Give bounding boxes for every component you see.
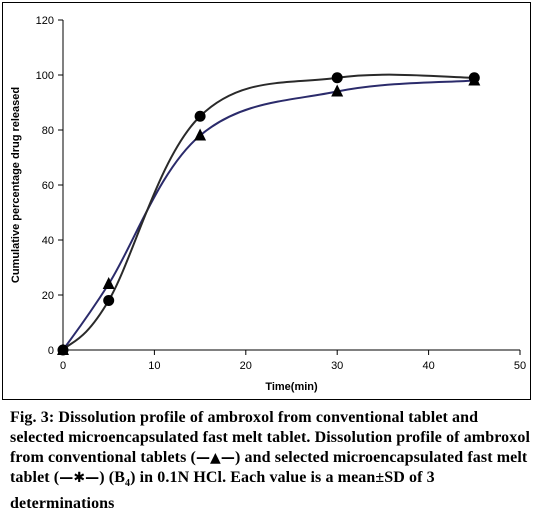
circle-data-point bbox=[331, 72, 343, 84]
x-tick-label: 50 bbox=[514, 360, 526, 372]
y-tick-label: 0 bbox=[48, 345, 54, 357]
x-tick-label: 0 bbox=[60, 360, 66, 372]
y-tick-label: 120 bbox=[36, 15, 54, 27]
axes: 0 20 40 60 80 100 120 0 10 20 30 40 50 bbox=[36, 15, 526, 372]
star-marker-legend-icon: —✱— bbox=[59, 470, 100, 486]
caption-subscript: 4 bbox=[125, 478, 131, 490]
caption-text-2: ) and selected microencapsulated fast me… bbox=[10, 449, 528, 486]
circle-data-point bbox=[57, 344, 69, 356]
x-axis-title: Time(min) bbox=[265, 381, 318, 393]
circle-data-point bbox=[194, 110, 206, 122]
figure-caption: Fig. 3: Dissolution profile of ambroxol … bbox=[10, 408, 530, 514]
dissolution-chart: 0 20 40 60 80 100 120 0 10 20 30 40 50 Time(min) Cum… bbox=[10, 15, 526, 393]
caption-fig-label: Fig. 3: bbox=[10, 409, 55, 426]
y-tick-label: 100 bbox=[36, 70, 54, 82]
circle-data-point bbox=[103, 295, 115, 306]
triangle-marker-legend-icon: —▲— bbox=[195, 450, 236, 466]
series-layer bbox=[57, 72, 481, 356]
caption-text-1: Dissolution profile of ambroxol from con… bbox=[10, 409, 530, 466]
circle-series-line bbox=[62, 73, 475, 351]
x-tick-label: 20 bbox=[240, 360, 252, 372]
caption-text-3: ) (B bbox=[99, 469, 125, 486]
y-tick-label: 20 bbox=[42, 290, 54, 302]
y-tick-label: 80 bbox=[42, 125, 54, 137]
x-tick-label: 10 bbox=[148, 360, 160, 372]
x-tick-label: 40 bbox=[422, 360, 434, 372]
y-tick-label: 60 bbox=[42, 180, 54, 192]
triangle-data-point bbox=[194, 128, 207, 141]
y-tick-label: 40 bbox=[42, 235, 54, 247]
y-axis-title: Cumulative percentage drug released bbox=[10, 87, 22, 283]
x-tick-label: 30 bbox=[331, 360, 343, 372]
circle-data-point bbox=[468, 72, 480, 84]
chart-frame: 0 20 40 60 80 100 120 0 10 20 30 40 50 Time(min) Cum… bbox=[2, 2, 531, 400]
caption-text-4: ) in 0.1N HCl. Each value is a mean±SD o… bbox=[10, 469, 435, 513]
triangle-data-point bbox=[102, 277, 115, 289]
triangle-series-line bbox=[62, 79, 475, 351]
triangle-data-point bbox=[331, 84, 344, 97]
